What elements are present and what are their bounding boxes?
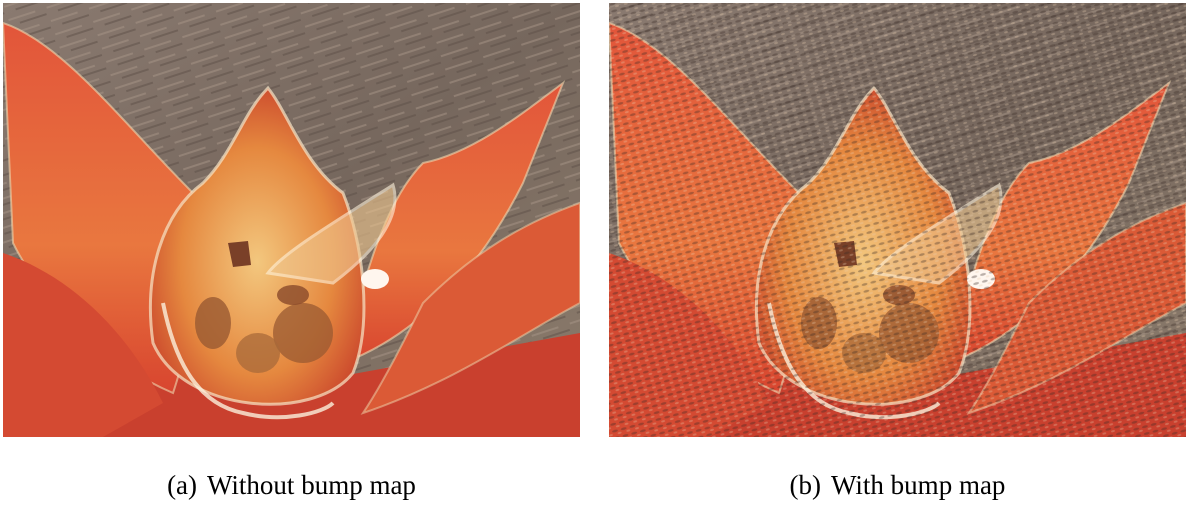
caption: (a) Without bump map — [3, 470, 580, 501]
caption-label: (a) — [167, 470, 197, 500]
image-panel — [609, 3, 1186, 437]
page: (a)Without bump map (b)With bump map (()… — [0, 0, 1188, 510]
caption: (b) With bump map — [609, 470, 1186, 501]
image-panel — [3, 3, 580, 437]
caption-text: Without bump map — [207, 470, 416, 500]
rendered-image — [609, 3, 1186, 437]
caption-text: With bump map — [831, 470, 1005, 500]
caption-label: (b) — [790, 470, 821, 500]
rendered-image — [3, 3, 580, 437]
